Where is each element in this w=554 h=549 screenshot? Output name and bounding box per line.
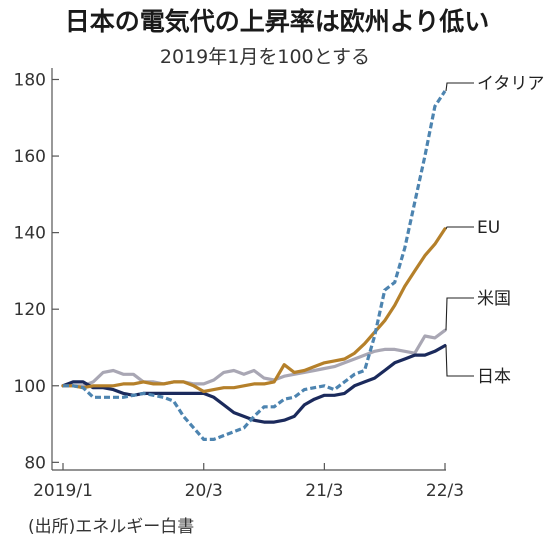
legend-leader-line — [445, 226, 474, 230]
y-axis: 80 100 120 140 160 180 — [14, 68, 59, 473]
series-line-イタリア — [63, 90, 447, 441]
x-tick-label: 2019/1 — [33, 481, 93, 501]
y-tick-label: 100 — [14, 377, 46, 397]
x-tick-label: 20/3 — [185, 481, 223, 501]
series-line-日本 — [61, 344, 447, 424]
y-tick-label: 140 — [14, 224, 46, 244]
legend-item-EU: EU — [445, 218, 500, 238]
legend-item-米国: 米国 — [445, 289, 511, 331]
legend-leader-line — [445, 82, 474, 92]
source-note: (出所)エネルギー白書 — [28, 517, 194, 537]
series-line-米国 — [61, 328, 447, 388]
legend-leader-line — [445, 345, 474, 377]
chart-title: 日本の電気代の上昇率は欧州より低い — [65, 7, 490, 36]
legend-item-日本: 日本 — [445, 345, 511, 387]
legend-label: 米国 — [477, 289, 511, 309]
y-tick-label: 120 — [14, 300, 46, 320]
x-tick-label: 22/3 — [426, 481, 464, 501]
chart-subtitle: 2019年1月を100とする — [160, 46, 370, 68]
legend-leader-line — [445, 297, 474, 331]
y-tick-label: 160 — [14, 147, 46, 167]
series-lines — [61, 90, 447, 441]
legend-label: イタリア — [477, 74, 544, 94]
legend-label: 日本 — [477, 367, 511, 387]
y-tick-label: 80 — [24, 453, 46, 473]
legend-item-イタリア: イタリア — [445, 74, 544, 94]
x-tick-label: 21/3 — [305, 481, 343, 501]
series-line-EU — [61, 227, 447, 394]
y-tick-label: 180 — [14, 70, 46, 90]
x-axis: 2019/1 20/3 21/3 22/3 — [33, 463, 464, 501]
legend-label: EU — [477, 218, 500, 238]
